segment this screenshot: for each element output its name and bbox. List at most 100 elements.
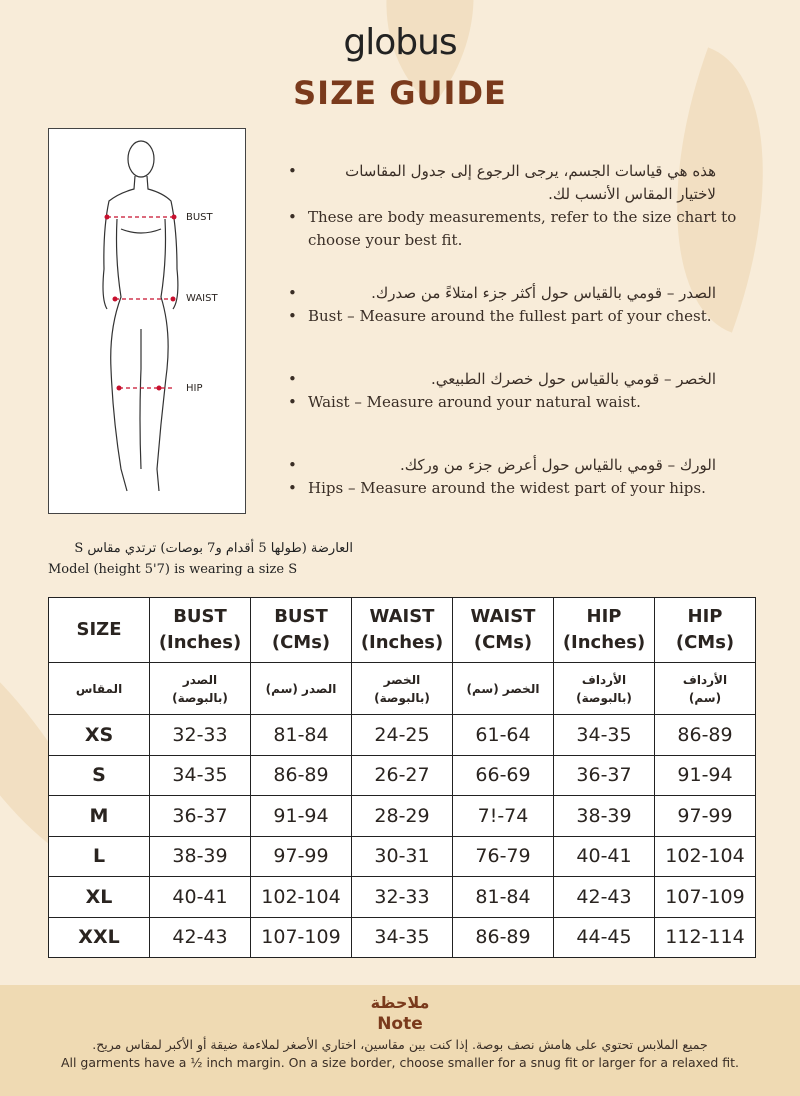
bullet-en: Bust – Measure around the fullest part o… bbox=[286, 305, 756, 328]
size-label: XS bbox=[48, 714, 150, 756]
column-header: HIP (CMs) bbox=[654, 597, 756, 663]
column-header-text: (Inches) bbox=[360, 632, 444, 653]
note-title-ar: ملاحظة bbox=[370, 993, 430, 1012]
table-cell: 81-84 bbox=[250, 714, 352, 756]
size-label: XXL bbox=[48, 916, 150, 958]
header-row: SIZE BUST (Inches) BUST (CMs) WAIST (Inches) WA… bbox=[48, 597, 756, 663]
column-header: BUST (CMs) bbox=[250, 597, 352, 663]
table-cell: 66-69 bbox=[452, 754, 554, 796]
table-cell: 26-27 bbox=[351, 754, 453, 796]
table-cell: 61-64 bbox=[452, 714, 554, 756]
column-header-text: (CMs) bbox=[473, 632, 533, 653]
table-row: M 36-37 91-94 28-29 7!-74 38-39 97-99 bbox=[48, 795, 756, 837]
table-cell: 102-104 bbox=[250, 876, 352, 918]
table-cell: 42-43 bbox=[149, 916, 251, 958]
table-cell: 42-43 bbox=[553, 876, 655, 918]
size-label: S bbox=[48, 754, 150, 796]
label-waist: WAIST bbox=[186, 293, 218, 304]
table-cell: 34-35 bbox=[149, 754, 251, 796]
column-header-ar: الأرداف (بالبوصة) bbox=[553, 662, 655, 715]
table-cell: 86-89 bbox=[452, 916, 554, 958]
column-header: SIZE bbox=[48, 597, 150, 663]
table-cell: 76-79 bbox=[452, 835, 554, 877]
model-info: العارضة (طولها 5 أقدام و7 بوصات) ترتدي م… bbox=[48, 538, 353, 580]
column-header-ar: الصدر (بالبوصة) bbox=[149, 662, 251, 715]
body-figure-illustration: BUST WAIST HIP bbox=[48, 128, 246, 514]
page-title: SIZE GUIDE bbox=[293, 74, 507, 112]
size-label: XL bbox=[48, 876, 150, 918]
table-cell: 36-37 bbox=[553, 754, 655, 796]
table-cell: 7!-74 bbox=[452, 795, 554, 837]
table-cell: 32-33 bbox=[149, 714, 251, 756]
table-cell: 102-104 bbox=[654, 835, 756, 877]
table-cell: 36-37 bbox=[149, 795, 251, 837]
size-label: L bbox=[48, 835, 150, 877]
table-row: L 38-39 97-99 30-31 76-79 40-41 102-104 bbox=[48, 835, 756, 877]
table-cell: 91-94 bbox=[654, 754, 756, 796]
table-cell: 24-25 bbox=[351, 714, 453, 756]
note-text-en: All garments have a ½ inch margin. On a … bbox=[60, 1055, 740, 1070]
table-cell: 28-29 bbox=[351, 795, 453, 837]
table-cell: 30-31 bbox=[351, 835, 453, 877]
column-header-text: (CMs) bbox=[271, 632, 331, 653]
column-header-text: HIP bbox=[687, 606, 723, 627]
bullet-ar: الخصر – قومي بالقياس حول خصرك الطبيعي. bbox=[286, 368, 756, 391]
table-cell: 107-109 bbox=[654, 876, 756, 918]
table-cell: 81-84 bbox=[452, 876, 554, 918]
measurement-instructions: هذه هي قياسات الجسم، يرجى الرجوع إلى جدو… bbox=[286, 160, 756, 530]
bullet-en: Hips – Measure around the widest part of… bbox=[286, 477, 756, 500]
column-header-ar: الخصر (بالبوصة) bbox=[351, 662, 453, 715]
table-row: XL 40-41 102-104 32-33 81-84 42-43 107-109 bbox=[48, 876, 756, 918]
column-header-ar: المقاس bbox=[48, 662, 150, 715]
table-cell: 40-41 bbox=[149, 876, 251, 918]
table-cell: 34-35 bbox=[553, 714, 655, 756]
table-row: XS 32-33 81-84 24-25 61-64 34-35 86-89 bbox=[48, 714, 756, 756]
column-header-text: WAIST bbox=[470, 606, 536, 627]
table-cell: 40-41 bbox=[553, 835, 655, 877]
column-header-text: (Inches) bbox=[562, 632, 646, 653]
column-header: HIP (Inches) bbox=[553, 597, 655, 663]
column-header-text: SIZE bbox=[76, 619, 122, 640]
table-cell: 97-99 bbox=[654, 795, 756, 837]
model-info-en: Model (height 5'7) is wearing a size S bbox=[48, 562, 298, 577]
table-cell: 34-35 bbox=[351, 916, 453, 958]
bullet-en: Waist – Measure around your natural wais… bbox=[286, 391, 756, 414]
column-header-text: BUST bbox=[173, 606, 227, 627]
column-header: WAIST (Inches) bbox=[351, 597, 453, 663]
bullet-ar: الصدر – قومي بالقياس حول أكثر جزء امتلاء… bbox=[286, 282, 756, 305]
size-chart-table: SIZE BUST (Inches) BUST (CMs) WAIST (Inches) WA… bbox=[48, 597, 756, 958]
label-hip: HIP bbox=[186, 383, 203, 394]
model-info-ar: العارضة (طولها 5 أقدام و7 بوصات) ترتدي م… bbox=[74, 541, 353, 556]
table-cell: 32-33 bbox=[351, 876, 453, 918]
label-bust: BUST bbox=[186, 212, 213, 223]
column-header-ar: الصدر (سم) bbox=[250, 662, 352, 715]
table-cell: 97-99 bbox=[250, 835, 352, 877]
column-header-ar: الخصر (سم) bbox=[452, 662, 554, 715]
bullet-ar: الورك – قومي بالقياس حول أعرض جزء من ورك… bbox=[286, 454, 756, 477]
note-title-en: Note bbox=[377, 1014, 423, 1034]
note-text-ar: جميع الملابس تحتوي على هامش نصف بوصة. إذ… bbox=[92, 1037, 708, 1052]
column-header: BUST (Inches) bbox=[149, 597, 251, 663]
table-cell: 91-94 bbox=[250, 795, 352, 837]
header-row-arabic: المقاس الصدر (بالبوصة) الصدر (سم) الخصر (با… bbox=[48, 662, 756, 715]
column-header-text: (Inches) bbox=[158, 632, 242, 653]
table-cell: 107-109 bbox=[250, 916, 352, 958]
table-cell: 86-89 bbox=[654, 714, 756, 756]
column-header-ar: الأرداف (سم) bbox=[654, 662, 756, 715]
column-header-text: (CMs) bbox=[675, 632, 735, 653]
note-section: ملاحظة Note جميع الملابس تحتوي على هامش … bbox=[0, 985, 800, 1096]
table-cell: 112-114 bbox=[654, 916, 756, 958]
table-row: S 34-35 86-89 26-27 66-69 36-37 91-94 bbox=[48, 754, 756, 796]
column-header-text: BUST bbox=[274, 606, 328, 627]
column-header: WAIST (CMs) bbox=[452, 597, 554, 663]
column-header-text: HIP bbox=[586, 606, 622, 627]
column-header-text: WAIST bbox=[369, 606, 435, 627]
table-cell: 86-89 bbox=[250, 754, 352, 796]
table-row: XXL 42-43 107-109 34-35 86-89 44-45 112-114 bbox=[48, 916, 756, 958]
table-cell: 38-39 bbox=[553, 795, 655, 837]
table-cell: 38-39 bbox=[149, 835, 251, 877]
bullet-en: These are body measurements, refer to th… bbox=[286, 206, 756, 252]
size-label: M bbox=[48, 795, 150, 837]
brand-logo: globus bbox=[343, 22, 457, 63]
table-cell: 44-45 bbox=[553, 916, 655, 958]
